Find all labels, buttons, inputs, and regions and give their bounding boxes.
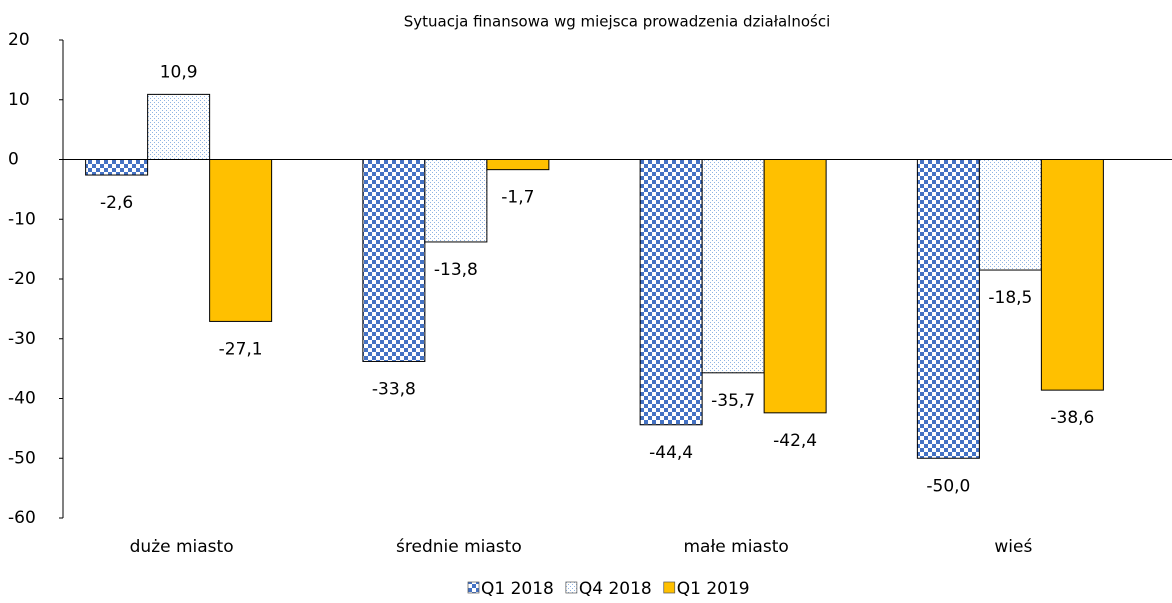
- value-label: -13,8: [434, 260, 478, 280]
- bar: [362, 159, 426, 362]
- y-tick-label: 20: [8, 30, 30, 50]
- y-tick-label: -20: [8, 269, 36, 289]
- bar: [763, 159, 827, 414]
- legend-label: Q1 2019: [677, 579, 750, 599]
- x-tick-label: duże miasto: [130, 537, 234, 557]
- legend-swatch: [467, 581, 480, 594]
- value-label: -44,4: [649, 443, 693, 463]
- y-tick-label: 10: [8, 90, 30, 110]
- y-tick-label: -50: [8, 448, 36, 468]
- bar: [1040, 159, 1104, 391]
- bar: [424, 159, 488, 243]
- value-label: -2,6: [100, 193, 133, 213]
- value-label: -18,5: [988, 288, 1032, 308]
- bar: [486, 159, 550, 171]
- bar: [639, 159, 703, 426]
- bar: [209, 159, 273, 322]
- bar: [916, 159, 980, 459]
- y-tick-label: -40: [8, 389, 36, 409]
- x-tick-label: małe miasto: [683, 537, 788, 557]
- chart-title: Sytuacja finansowa wg miejsca prowadzeni…: [404, 13, 831, 31]
- value-label: 10,9: [160, 62, 198, 82]
- y-tick-label: -60: [8, 508, 36, 528]
- value-label: -1,7: [501, 188, 534, 208]
- x-tick-label: wieś: [994, 537, 1032, 557]
- legend-swatch: [565, 581, 578, 594]
- y-tick-label: -30: [8, 329, 36, 349]
- y-tick-label: -10: [8, 209, 36, 229]
- bar: [85, 159, 149, 176]
- y-tick-label: 0: [8, 150, 19, 170]
- bar: [978, 159, 1042, 271]
- legend-label: Q1 2018: [481, 579, 554, 599]
- value-label: -33,8: [372, 379, 416, 399]
- value-label: -38,6: [1050, 408, 1094, 428]
- legend-swatch: [663, 581, 676, 594]
- legend-label: Q4 2018: [579, 579, 652, 599]
- value-label: -27,1: [219, 339, 263, 359]
- bar: [147, 93, 211, 160]
- value-label: -42,4: [773, 431, 817, 451]
- value-label: -50,0: [926, 476, 970, 496]
- value-label: -35,7: [711, 391, 755, 411]
- bar: [701, 159, 765, 374]
- x-tick-label: średnie miasto: [396, 537, 522, 557]
